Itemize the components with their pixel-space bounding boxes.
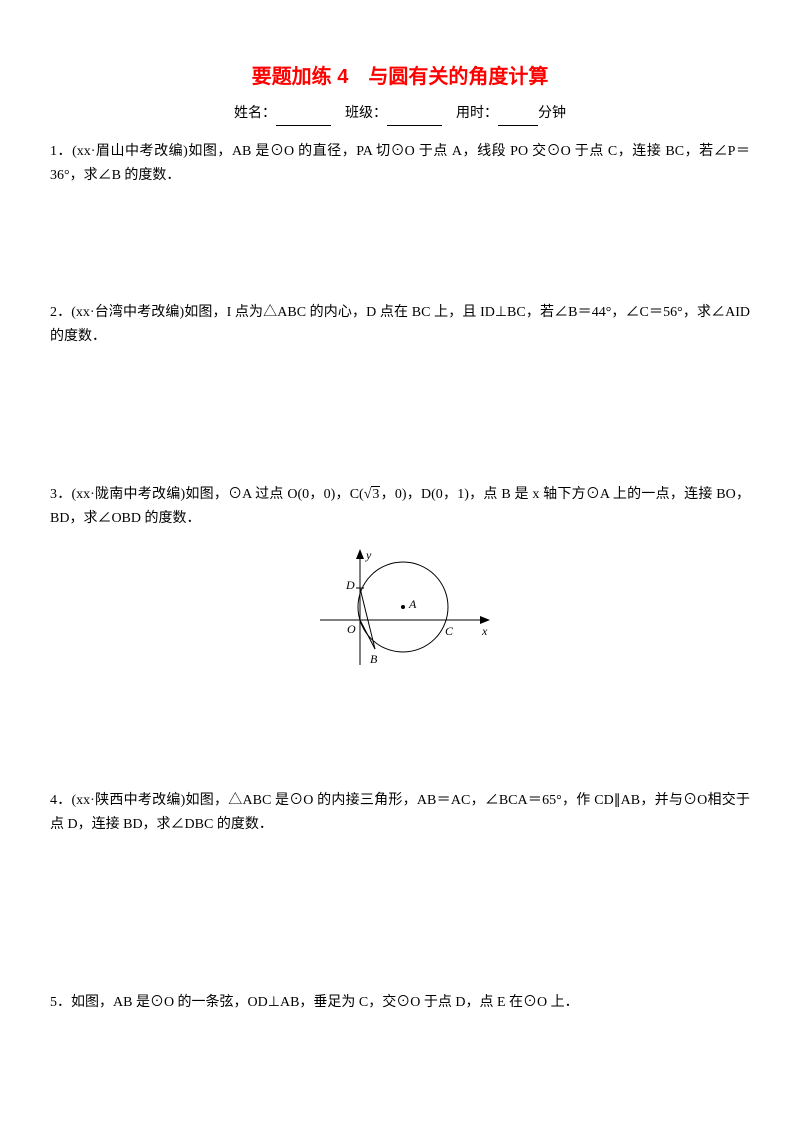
point-A-label: A bbox=[408, 597, 417, 611]
figure-3-svg: y x O A B C D bbox=[300, 545, 500, 675]
point-B-label: B bbox=[370, 652, 378, 666]
problem-1-num: 1． bbox=[50, 144, 72, 159]
gap-4 bbox=[50, 851, 750, 991]
problem-2: 2．(xx·台湾中考改编)如图，I 点为△ABC 的内心，D 点在 BC 上，且… bbox=[50, 301, 750, 349]
figure-3: y x O A B C D bbox=[50, 545, 750, 684]
problem-2-source: (xx·台湾中考改编) bbox=[71, 305, 184, 320]
problem-4-num: 4． bbox=[50, 793, 72, 808]
gap-3 bbox=[50, 689, 750, 789]
problem-5-text: 如图，AB 是⊙O 的一条弦，OD⊥AB，垂足为 C，交⊙O 于点 D，点 E … bbox=[71, 995, 579, 1010]
class-blank bbox=[387, 110, 442, 126]
problem-5: 5．如图，AB 是⊙O 的一条弦，OD⊥AB，垂足为 C，交⊙O 于点 D，点 … bbox=[50, 991, 750, 1015]
problem-4-source: (xx·陕西中考改编) bbox=[72, 793, 186, 808]
problem-1: 1．(xx·眉山中考改编)如图，AB 是⊙O 的直径，PA 切⊙O 于点 A，线… bbox=[50, 140, 750, 188]
problem-1-source: (xx·眉山中考改编) bbox=[72, 144, 188, 159]
name-label: 姓名： bbox=[234, 106, 276, 121]
point-O-label: O bbox=[347, 622, 356, 636]
page-title: 要题加练 4 与圆有关的角度计算 bbox=[50, 60, 750, 94]
time-label: 用时： bbox=[456, 106, 498, 121]
class-label: 班级： bbox=[345, 106, 387, 121]
axis-y-label: y bbox=[365, 548, 372, 562]
axis-x-label: x bbox=[481, 624, 488, 638]
problem-2-num: 2． bbox=[50, 305, 71, 320]
point-C-label: C bbox=[445, 624, 454, 638]
point-D-label: D bbox=[345, 578, 355, 592]
problem-3-source: (xx·陇南中考改编) bbox=[71, 487, 185, 502]
problem-3-text-a: 如图，⊙A 过点 O(0，0)，C( bbox=[185, 487, 364, 502]
gap-1 bbox=[50, 201, 750, 301]
time-unit: 分钟 bbox=[538, 106, 566, 121]
sqrt-expr: √3 bbox=[364, 486, 381, 502]
problem-3: 3．(xx·陇南中考改编)如图，⊙A 过点 O(0，0)，C(√3，0)，D(0… bbox=[50, 483, 750, 531]
problem-4: 4．(xx·陕西中考改编)如图，△ABC 是⊙O 的内接三角形，AB＝AC，∠B… bbox=[50, 789, 750, 837]
name-blank bbox=[276, 110, 331, 126]
problem-3-num: 3． bbox=[50, 487, 71, 502]
problem-5-num: 5． bbox=[50, 995, 71, 1010]
time-blank bbox=[498, 110, 538, 126]
header-row: 姓名： 班级： 用时： 分钟 bbox=[50, 102, 750, 126]
gap-2 bbox=[50, 363, 750, 483]
